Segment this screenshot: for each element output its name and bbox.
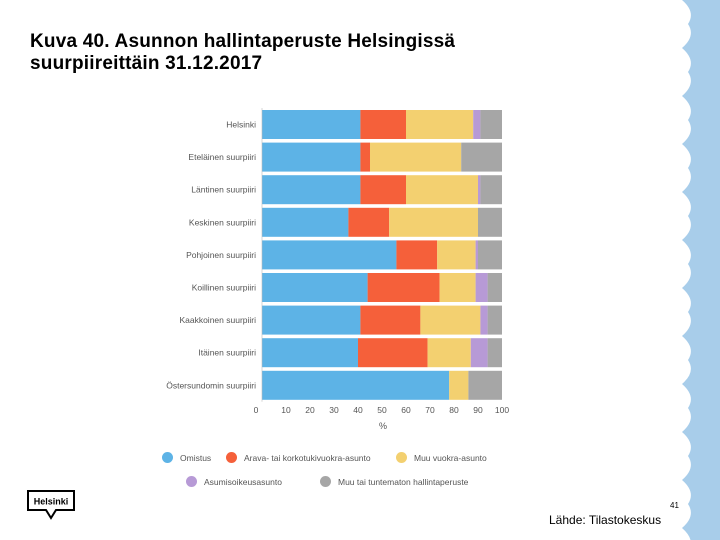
bar-segment-6-2 [420, 305, 481, 335]
bar-segment-5-1 [367, 273, 440, 302]
bar-segment-7-2 [427, 338, 471, 368]
legend-item-1: Arava- tai korkotukivuokra-asunto [226, 452, 371, 463]
category-label-1: Eteläinen suurpiiri [188, 152, 256, 162]
bar-segment-1-2 [370, 142, 462, 172]
category-labels: Helsinki Eteläinen suurpiiri Läntinen suur… [166, 120, 256, 391]
legend-swatch-3 [186, 476, 197, 487]
bar-segment-8-0 [262, 370, 450, 400]
bar-segment-8-2 [449, 370, 469, 400]
bar-segment-1-4 [461, 142, 502, 172]
bar-segment-5-4 [487, 273, 502, 302]
bar-segment-2-2 [406, 175, 478, 205]
legend-item-0: Omistus [162, 452, 211, 463]
title-line-1: Kuva 40. Asunnon hallintaperuste Helsing… [30, 31, 456, 52]
source-note: Lähde: Tilastokeskus [549, 513, 662, 527]
legend-swatch-4 [320, 476, 331, 487]
bar-segment-1-1 [360, 142, 370, 172]
x-tick-label-2: 20 [305, 405, 315, 415]
bar-segment-6-1 [360, 305, 421, 335]
bar-segment-3-2 [389, 207, 478, 237]
legend-swatch-0 [162, 452, 173, 463]
x-tick-label-7: 70 [425, 405, 435, 415]
bar-segment-3-4 [478, 207, 502, 237]
legend-label-3: Asumisoikeusasunto [204, 476, 282, 487]
legend-item-4: Muu tai tuntematon hallintaperuste [320, 476, 468, 487]
bar-segment-2-4 [480, 175, 502, 205]
bar-segment-6-4 [487, 305, 502, 335]
bar-segment-0-0 [262, 110, 361, 139]
bar-segment-5-3 [475, 273, 488, 302]
category-label-5: Koillinen suurpiiri [192, 283, 256, 293]
helsinki-logo: Helsinki [27, 490, 75, 520]
x-tick-label-1: 10 [281, 405, 291, 415]
x-tick-label-4: 40 [353, 405, 363, 415]
bar-segment-4-4 [478, 240, 502, 270]
x-axis-label: % [379, 421, 387, 431]
bar-segment-5-0 [262, 273, 368, 302]
x-tick-label-6: 60 [401, 405, 411, 415]
title-line-2: suurpiireittäin 31.12.2017 [30, 53, 263, 74]
bar-segment-2-3 [478, 175, 481, 205]
x-tick-label-0: 0 [254, 405, 259, 415]
legend-label-2: Muu vuokra-asunto [414, 452, 487, 463]
category-label-2: Läntinen suurpiiri [191, 185, 256, 195]
bar-segment-3-1 [348, 207, 390, 237]
legend-swatch-2 [396, 452, 407, 463]
category-label-7: Itäinen suurpiiri [198, 348, 256, 358]
bar-segment-2-0 [262, 175, 361, 205]
bar-segment-4-2 [437, 240, 476, 270]
bar-segment-4-3 [475, 240, 478, 270]
bar-segment-0-2 [406, 110, 474, 139]
chart-legend: Omistus Arava- tai korkotukivuokra-asunto… [160, 448, 540, 498]
bar-segment-7-0 [262, 338, 358, 368]
bar-segment-0-3 [473, 110, 481, 139]
x-tick-label-3: 30 [329, 405, 339, 415]
bar-segment-6-3 [480, 305, 488, 335]
bar-segment-6-0 [262, 305, 361, 335]
logo-text: Helsinki [34, 497, 69, 507]
bars-group [261, 108, 502, 402]
x-tick-label-10: 100 [495, 405, 509, 415]
category-label-8: Östersundomin suurpiiri [166, 380, 256, 390]
bar-segment-4-0 [262, 240, 397, 270]
bar-segment-4-1 [396, 240, 438, 270]
bar-segment-5-2 [439, 273, 476, 302]
x-tick-labels: 0 10 20 30 40 50 60 70 80 90 100 [254, 405, 510, 415]
bar-segment-8-4 [468, 370, 502, 400]
bar-segment-0-4 [480, 110, 502, 139]
legend-item-2: Muu vuokra-asunto [396, 452, 487, 463]
category-label-6: Kaakkoinen suurpiiri [179, 315, 256, 325]
bar-segment-3-0 [262, 207, 349, 237]
legend-swatch-1 [226, 452, 237, 463]
legend-label-1: Arava- tai korkotukivuokra-asunto [244, 452, 371, 463]
slide-title: Kuva 40. Asunnon hallintaperuste Helsing… [30, 31, 590, 75]
bar-segment-2-1 [360, 175, 406, 205]
wave-shape [682, 0, 720, 540]
legend-item-3: Asumisoikeusasunto [186, 476, 282, 487]
bar-segment-7-1 [358, 338, 428, 368]
category-label-4: Pohjoinen suurpiiri [186, 250, 256, 260]
logo-shield [27, 490, 75, 520]
category-label-0: Helsinki [226, 120, 256, 130]
bar-segment-7-4 [487, 338, 502, 368]
bar-segment-1-0 [262, 142, 361, 172]
page-number: 41 [670, 501, 679, 510]
bar-segment-0-1 [360, 110, 406, 139]
x-tick-label-8: 80 [449, 405, 459, 415]
decorative-wave-band [682, 0, 720, 540]
legend-label-4: Muu tai tuntematon hallintaperuste [338, 476, 469, 487]
category-label-3: Keskinen suurpiiri [189, 217, 256, 227]
x-tick-label-9: 90 [473, 405, 483, 415]
x-tick-label-5: 50 [377, 405, 387, 415]
legend-label-0: Omistus [180, 452, 212, 463]
bar-segment-7-3 [470, 338, 488, 368]
